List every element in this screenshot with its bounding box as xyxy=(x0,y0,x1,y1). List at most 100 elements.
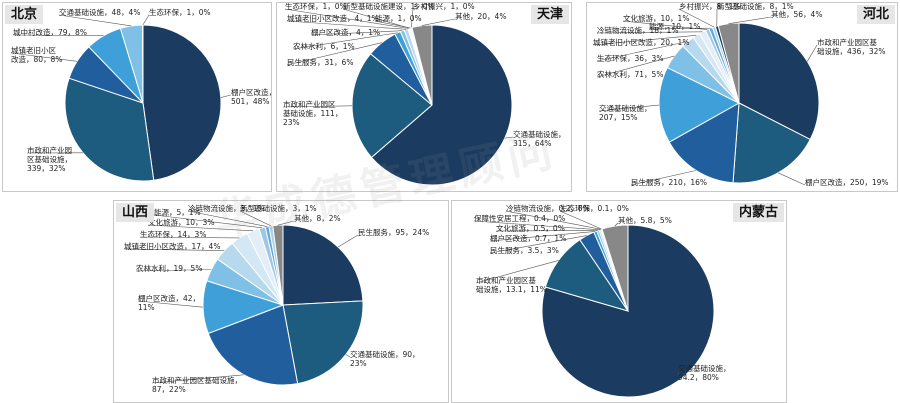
pie-slice-交通基础设施 xyxy=(658,66,741,143)
leader-line xyxy=(286,42,382,66)
leader-line xyxy=(142,14,150,26)
leader-line xyxy=(505,210,602,230)
leader-line xyxy=(135,269,212,272)
data-label: 城中村改造，79，8% xyxy=(13,27,87,37)
data-label: 新型基础设施建设，1，0% xyxy=(343,3,435,11)
data-label: 生态环保，14，3% xyxy=(140,229,206,239)
leader-line xyxy=(596,41,688,62)
data-label: 棚户区改造， 501，48% xyxy=(231,87,272,106)
leader-line xyxy=(239,210,272,227)
data-label: 城镇老旧小区改造，17，4% xyxy=(124,241,220,251)
leader-line xyxy=(277,220,295,226)
leader-line xyxy=(495,230,598,232)
data-label: 生态环保，0.1，0% xyxy=(560,203,629,213)
leader-line xyxy=(282,105,353,108)
leader-line xyxy=(374,20,411,29)
data-label: 生态环保，1，0% xyxy=(149,7,211,17)
leader-line xyxy=(473,220,600,231)
leader-line xyxy=(475,260,559,284)
data-label: 棚户区改造，0.7，1% xyxy=(490,233,566,243)
panel-tianjin: 交通基础设施， 315，64% 市政和产业园区基础设施，111， 23% 民生服务，31… xyxy=(276,2,572,192)
panel-neimenggu: 交通基础设施， 94.2，80% 市政和产业园区基础设施，13.1，11% 民生服务，… xyxy=(451,200,787,403)
leader-line xyxy=(598,104,660,112)
data-label: 新型基础设施，3，1% xyxy=(240,203,317,213)
leader-line xyxy=(592,35,697,46)
leader-line xyxy=(151,374,244,384)
data-label: 棚户区改造，4，1% xyxy=(311,27,380,37)
data-label: 市政和产业园区基础设施， 339，32% xyxy=(27,145,72,173)
leader-line xyxy=(677,370,680,380)
leader-line xyxy=(345,354,351,358)
data-label: 城镇老旧小区改造，4，1% xyxy=(287,13,379,23)
data-label: 其他，20，4% xyxy=(455,11,506,21)
pie-slice-其他 xyxy=(411,24,433,106)
data-label: 文化旅游，10，3% xyxy=(148,217,214,227)
pie-slice-棚户区改造 xyxy=(142,24,222,181)
leader-line xyxy=(489,235,587,254)
leader-line xyxy=(807,44,818,62)
pie-chart-tianjin: 交通基础设施， 315，64% 市政和产业园区基础设施，111， 23% 民生服务，31… xyxy=(282,3,566,186)
leader-line xyxy=(596,31,703,34)
pie-chart-hebei: 市政和产业园区基础设施，436，32% 棚户区改造，250，19% 民生服务，210… xyxy=(592,3,889,187)
data-label: 能源，1，0% xyxy=(375,13,422,23)
leader-line xyxy=(123,248,225,251)
leader-line xyxy=(596,55,675,78)
data-label: 交通基础设施， 94.2，80% xyxy=(678,363,731,382)
leader-line xyxy=(137,300,204,308)
panel-hebei: 市政和产业园区基础设施，436，32% 棚户区改造，250，19% 民生服务，210… xyxy=(586,2,898,192)
data-label: 乡村振兴，8，1% xyxy=(679,3,741,11)
data-label: 市政和产业园区基础设施， 87，22% xyxy=(152,375,242,394)
data-label: 农林水利，6，1% xyxy=(293,41,355,51)
pie-slice-其他 xyxy=(272,224,284,306)
pie-slice-交通基础设施 xyxy=(370,24,513,186)
leader-line xyxy=(777,172,806,186)
leader-line xyxy=(489,231,596,242)
data-label: 生态环保，1，0% xyxy=(285,3,347,11)
panel-beijing: 棚户区改造， 501，48% 市政和产业园区基础设施， 339，32% 城镇老旧小区改造… xyxy=(2,2,272,192)
data-label: 冷链物流设施，3，1% xyxy=(188,203,265,213)
leader-line xyxy=(504,136,514,139)
data-label: 城镇老旧小区改造，20，1% xyxy=(593,37,689,47)
leader-line xyxy=(728,16,772,24)
leader-line xyxy=(153,214,263,229)
leader-line xyxy=(286,20,407,30)
panel-title-hebei: 河北 xyxy=(856,5,895,24)
pie-chart-shanxi: 民生服务，95，24% 交通基础设施，90， 23% 市政和产业园区基础设施， 87，2… xyxy=(123,203,429,394)
data-label: 民生服务，3.5，3% xyxy=(490,245,559,255)
leader-line xyxy=(310,30,403,36)
leader-line xyxy=(411,8,414,28)
data-label: 其他，5.8，5% xyxy=(618,215,672,225)
data-label: 交通基础设施， 315，64% xyxy=(513,129,566,148)
leader-line xyxy=(187,210,268,227)
data-label: 交通基础设施，90， 23% xyxy=(350,349,420,368)
data-label: 新型基础设施，8，1% xyxy=(717,3,794,11)
leader-line xyxy=(421,18,456,26)
data-label: 文化旅游，10，1% xyxy=(623,13,689,23)
data-label: 棚户区改造，42， 11% xyxy=(138,293,200,312)
panel-title-neimenggu: 内蒙古 xyxy=(732,203,784,222)
data-label: 农林水利，71，5% xyxy=(597,69,663,79)
leader-line xyxy=(292,32,398,50)
data-label: 冷链物流设施，18，1% xyxy=(597,25,678,35)
leader-line xyxy=(342,8,410,29)
data-label: 民生服务，95，24% xyxy=(358,227,429,237)
data-label: 生态环保，36，3% xyxy=(597,53,663,63)
leader-line xyxy=(630,170,697,186)
data-label: 市政和产业园区基础设施，436，32% xyxy=(817,37,886,56)
leader-line xyxy=(337,234,359,248)
data-label: 市政和产业园区基础设施，13.1，11% xyxy=(476,275,547,294)
leader-line xyxy=(648,27,711,30)
leader-line xyxy=(147,224,254,232)
data-label: 棚户区改造，250，19% xyxy=(805,177,889,187)
pie-slice-民生服务 xyxy=(282,224,364,306)
data-label: 交通基础设施， 207，15% xyxy=(599,103,652,122)
panel-title-tianjin: 天津 xyxy=(530,5,569,24)
data-label: 城镇老旧小区改造，80，8% xyxy=(11,45,62,64)
leader-line xyxy=(139,236,240,239)
data-label: 交通基础设施，48，4% xyxy=(59,7,140,17)
leader-line xyxy=(678,8,715,28)
leader-line xyxy=(58,14,132,27)
pie-chart-neimenggu: 交通基础设施， 94.2，80% 市政和产业园区基础设施，13.1，11% 民生服务，… xyxy=(473,203,731,398)
pie-chart-beijing: 棚户区改造， 501，48% 市政和产业园区基础设施， 339，32% 城镇老旧小区改造… xyxy=(10,7,272,182)
data-label: 民生服务，210，16% xyxy=(631,177,707,187)
